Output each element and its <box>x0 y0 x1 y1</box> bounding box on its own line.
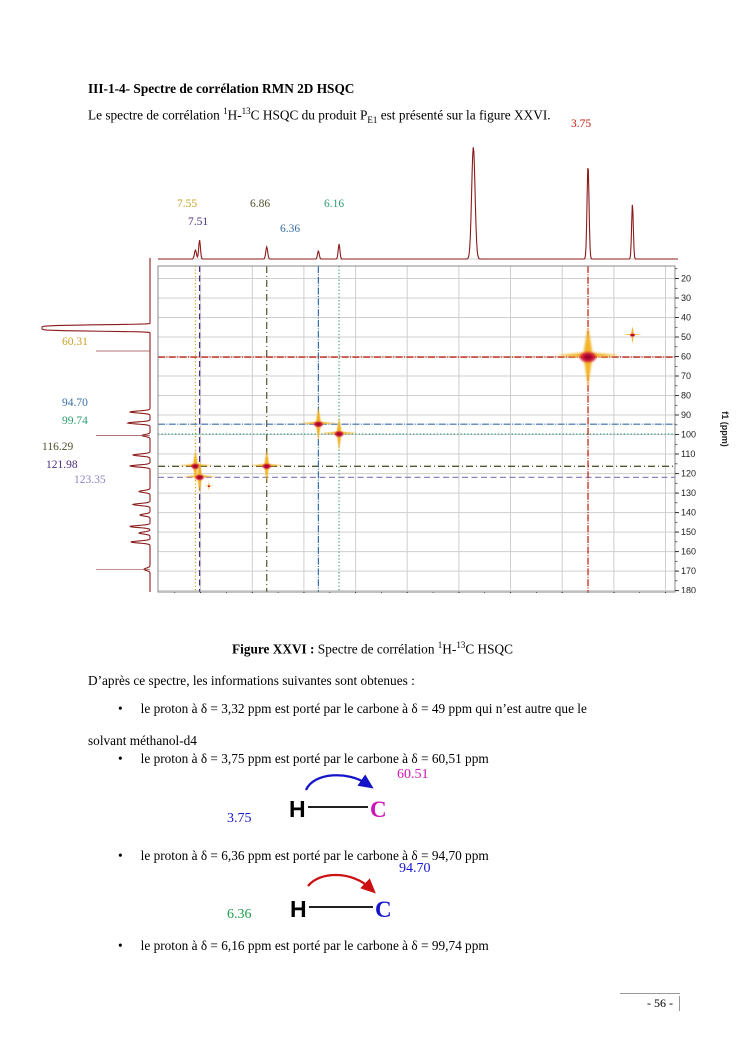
svg-text:H: H <box>289 796 306 822</box>
svg-text:90: 90 <box>681 410 691 420</box>
svg-text:50: 50 <box>681 332 691 342</box>
svg-text:60: 60 <box>681 352 691 362</box>
svg-text:140: 140 <box>681 508 696 518</box>
svg-text:100: 100 <box>681 430 696 440</box>
svg-text:f1 (ppm): f1 (ppm) <box>720 411 730 447</box>
svg-text:C: C <box>370 797 387 822</box>
svg-text:H: H <box>290 896 307 922</box>
svg-text:30: 30 <box>681 293 691 303</box>
svg-text:40: 40 <box>681 313 691 323</box>
svg-text:120: 120 <box>681 469 696 479</box>
svg-text:110: 110 <box>681 449 695 459</box>
svg-text:150: 150 <box>681 527 696 537</box>
svg-text:130: 130 <box>681 488 696 498</box>
svg-text:70: 70 <box>681 371 691 381</box>
svg-text:180: 180 <box>681 586 696 593</box>
svg-text:C: C <box>375 897 392 922</box>
svg-text:160: 160 <box>681 547 696 557</box>
svg-text:170: 170 <box>681 566 696 576</box>
svg-text:20: 20 <box>681 274 691 284</box>
svg-text:80: 80 <box>681 391 691 401</box>
